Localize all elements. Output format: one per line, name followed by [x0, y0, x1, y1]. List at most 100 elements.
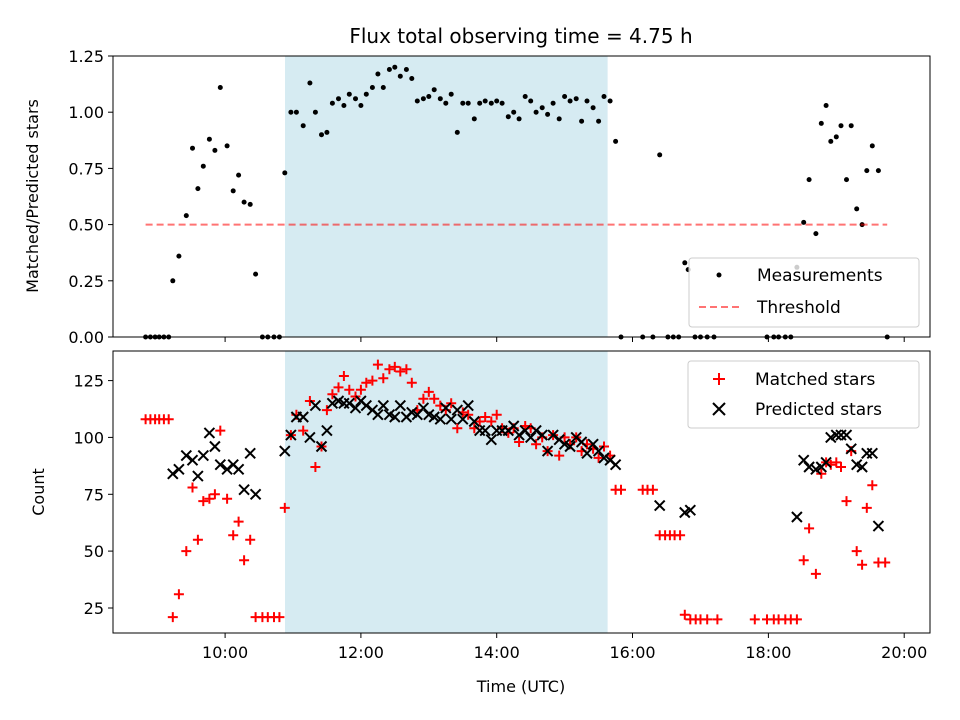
predicted-star-point — [192, 470, 204, 482]
matched-star-point — [675, 530, 686, 541]
predicted-star-point — [575, 436, 588, 448]
predicted-star-point — [462, 399, 474, 412]
predicted-star-point — [845, 443, 857, 455]
measurement-point — [183, 213, 189, 219]
measurement-point — [253, 271, 259, 277]
predicted-star-point — [684, 504, 697, 516]
measurement-point — [465, 100, 471, 106]
measurement-point — [584, 98, 590, 104]
predicted-star-point — [653, 499, 666, 512]
predicted-star-point — [304, 431, 316, 444]
top-y-ticks: 0.00 0.25 0.50 0.75 1.00 1.25 — [68, 47, 113, 347]
predicted-star-point — [394, 399, 407, 412]
matched-star-point — [173, 589, 184, 600]
predicted-star-point — [840, 429, 853, 441]
measurement-point — [573, 96, 579, 102]
predicted-star-point — [564, 440, 576, 453]
top-marks — [143, 64, 890, 340]
measurement-point — [823, 103, 829, 108]
measurement-point — [353, 96, 358, 102]
predicted-star-point — [197, 449, 210, 462]
legend-measurements-label: Measurements — [757, 266, 883, 286]
measurement-point — [386, 67, 392, 72]
matched-star-point — [480, 412, 491, 422]
matched-star-point — [861, 502, 872, 513]
predicted-star-point — [830, 429, 843, 441]
matched-star-point — [298, 425, 309, 436]
measurement-point — [448, 91, 454, 97]
matched-star-point — [702, 614, 713, 625]
predicted-star-point — [536, 429, 548, 441]
matched-star-point — [749, 614, 760, 625]
predicted-star-point — [389, 411, 401, 423]
predicted-star-point — [321, 424, 333, 437]
predicted-star-point — [209, 440, 221, 453]
measurement-point — [170, 278, 176, 284]
measurement-point — [528, 98, 534, 104]
matched-star-point — [209, 489, 220, 500]
measurement-point — [437, 96, 443, 102]
measurement-point — [426, 94, 432, 99]
predicted-star-point — [343, 397, 356, 410]
matched-star-point — [831, 457, 842, 468]
matched-star-point — [880, 557, 891, 568]
measurement-point — [236, 172, 242, 178]
measurement-point — [241, 199, 247, 205]
y-tick-label: 25 — [84, 599, 104, 618]
predicted-star-point — [803, 461, 815, 473]
measurement-point — [590, 105, 596, 111]
predicted-star-point — [479, 424, 491, 437]
y-tick-label: 1.25 — [68, 47, 104, 66]
measurement-point — [567, 98, 573, 104]
legend-predicted-marker — [712, 402, 726, 416]
measurement-point — [511, 109, 517, 115]
measurement-point — [539, 105, 545, 111]
measurement-point — [801, 219, 807, 225]
x-tick-label: 18:00 — [745, 643, 791, 662]
predicted-star-point — [244, 447, 256, 460]
legend-matched-label: Matched stars — [755, 370, 875, 390]
measurement-point — [443, 100, 449, 106]
predicted-star-point — [451, 404, 464, 416]
legend-threshold-label: Threshold — [756, 298, 841, 318]
matched-star-point — [514, 437, 525, 447]
measurement-point — [288, 109, 294, 115]
matched-star-point — [344, 384, 355, 395]
predicted-star-point — [249, 488, 262, 501]
bottom-axes-frame — [112, 350, 931, 634]
bottom-legend-box — [687, 360, 920, 429]
matched-star-point — [228, 530, 239, 541]
measurement-point — [838, 123, 844, 129]
matched-star-point — [192, 534, 203, 545]
y-tick-label: 75 — [84, 485, 104, 504]
y-tick-label: 125 — [73, 372, 104, 391]
predicted-star-point — [530, 424, 542, 437]
measurement-point — [363, 91, 369, 97]
predicted-star-point — [309, 399, 322, 412]
predicted-star-point — [445, 413, 457, 425]
matched-star-point — [384, 364, 395, 375]
matched-star-point — [367, 375, 378, 386]
measurement-point — [818, 120, 824, 126]
series-predicted-stars — [167, 395, 885, 532]
predicted-star-point — [349, 402, 362, 414]
measurement-point — [875, 168, 881, 174]
matched-star-point — [401, 364, 412, 375]
matched-star-point — [836, 462, 846, 472]
matched-star-point — [181, 546, 192, 557]
measurement-point — [869, 143, 875, 149]
measurement-point — [844, 177, 849, 183]
top-legend: Measurements Threshold — [688, 257, 920, 328]
predicted-star-point — [581, 447, 593, 460]
matched-star-point — [810, 568, 821, 579]
predicted-star-point — [872, 520, 885, 532]
matched-star-point — [446, 398, 457, 409]
matched-star-point — [531, 439, 542, 450]
measurement-point — [420, 96, 426, 102]
measurement-point — [312, 109, 318, 115]
legend-matched-marker — [713, 373, 725, 385]
measurement-point — [494, 98, 500, 104]
top-y-axis-label: Matched/Predicted stars — [23, 99, 42, 293]
matched-star-point — [554, 450, 565, 461]
